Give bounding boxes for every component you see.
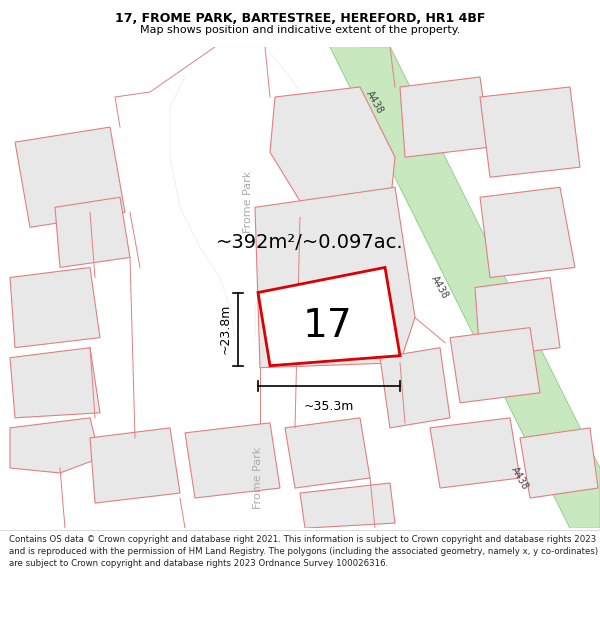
Text: Map shows position and indicative extent of the property.: Map shows position and indicative extent…	[140, 25, 460, 35]
Polygon shape	[430, 418, 520, 488]
Text: 17, FROME PARK, BARTESTREE, HEREFORD, HR1 4BF: 17, FROME PARK, BARTESTREE, HEREFORD, HR…	[115, 12, 485, 25]
Polygon shape	[450, 328, 540, 402]
Text: A438: A438	[364, 89, 386, 116]
Polygon shape	[480, 87, 580, 178]
Polygon shape	[480, 188, 575, 278]
Polygon shape	[10, 348, 100, 418]
Text: Frome Park: Frome Park	[253, 447, 263, 509]
Polygon shape	[475, 278, 560, 358]
Polygon shape	[55, 198, 130, 268]
Polygon shape	[380, 348, 450, 428]
Polygon shape	[520, 428, 598, 498]
Text: A438: A438	[509, 464, 530, 491]
Polygon shape	[400, 77, 490, 157]
Polygon shape	[235, 338, 295, 428]
Polygon shape	[170, 47, 315, 368]
Polygon shape	[258, 268, 400, 366]
Text: 17: 17	[303, 307, 353, 344]
Text: ~23.8m: ~23.8m	[219, 304, 232, 354]
Text: A438: A438	[430, 274, 451, 301]
Polygon shape	[10, 418, 100, 473]
Polygon shape	[215, 428, 320, 528]
Polygon shape	[185, 423, 280, 498]
Text: ~35.3m: ~35.3m	[304, 400, 354, 412]
Polygon shape	[15, 127, 125, 228]
Polygon shape	[300, 483, 395, 528]
Polygon shape	[10, 268, 100, 348]
Polygon shape	[270, 87, 395, 218]
Text: ~392m²/~0.097ac.: ~392m²/~0.097ac.	[216, 233, 404, 252]
Text: Contains OS data © Crown copyright and database right 2021. This information is : Contains OS data © Crown copyright and d…	[9, 535, 598, 568]
Polygon shape	[330, 47, 600, 528]
Polygon shape	[255, 188, 415, 368]
Polygon shape	[90, 428, 180, 503]
Polygon shape	[285, 418, 370, 488]
Text: Frome Park: Frome Park	[243, 171, 253, 233]
